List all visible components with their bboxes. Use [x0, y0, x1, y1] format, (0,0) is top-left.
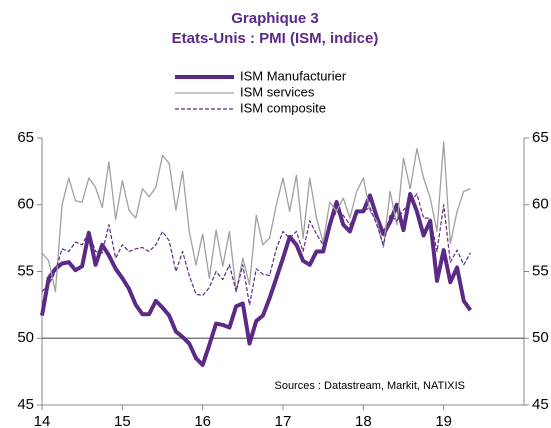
y-tick-label: 50: [17, 329, 34, 346]
x-tick-label: 19: [435, 413, 452, 428]
chart-subtitle: Etats-Unis : PMI (ISM, indice): [172, 30, 379, 47]
legend-label: ISM composite: [240, 100, 326, 115]
y-tick-label: 45: [17, 396, 34, 413]
y2-tick-label: 55: [532, 262, 549, 279]
x-tick-label: 16: [194, 413, 211, 428]
chart-title: Graphique 3: [231, 10, 319, 27]
y-tick-label: 60: [17, 196, 34, 213]
x-tick-label: 18: [355, 413, 372, 428]
y-tick-label: 65: [17, 129, 34, 146]
y2-tick-label: 50: [532, 329, 549, 346]
series-line: [41, 141, 471, 293]
legend-label: ISM services: [240, 84, 315, 99]
x-tick-label: 17: [275, 413, 292, 428]
y-tick-label: 55: [17, 262, 34, 279]
series-line: [41, 193, 471, 306]
y2-tick-label: 65: [532, 129, 549, 146]
x-tick-label: 15: [114, 413, 131, 428]
x-tick-label: 14: [34, 413, 51, 428]
legend-label: ISM Manufacturier: [240, 68, 347, 83]
y2-tick-label: 60: [532, 196, 549, 213]
source-note: Sources : Datastream, Markit, NATIXIS: [274, 380, 465, 392]
series-line: [40, 192, 473, 367]
y2-tick-label: 45: [532, 396, 549, 413]
